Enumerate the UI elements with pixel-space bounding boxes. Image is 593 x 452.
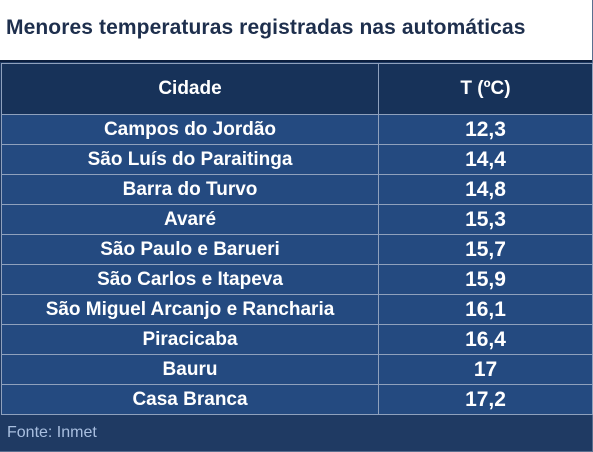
table-row: Bauru 17: [1, 354, 593, 385]
table-row: São Paulo e Barueri 15,7: [1, 234, 593, 265]
temperature-table: Cidade T (ºC) Campos do Jordão 12,3 São …: [1, 63, 593, 415]
table-row: São Luís do Paraitinga 14,4: [1, 144, 593, 175]
table-row: Barra do Turvo 14,8: [1, 174, 593, 205]
temperature-cell: 16,4: [378, 324, 593, 355]
city-cell: Piracicaba: [1, 324, 379, 355]
city-cell: São Miguel Arcanjo e Rancharia: [1, 294, 379, 325]
temperature-cell: 14,4: [378, 144, 593, 175]
column-header-city: Cidade: [1, 63, 379, 115]
city-cell: Bauru: [1, 354, 379, 385]
temperature-cell: 17: [378, 354, 593, 385]
city-cell: Barra do Turvo: [1, 174, 379, 205]
temperature-cell: 14,8: [378, 174, 593, 205]
city-cell: São Paulo e Barueri: [1, 234, 379, 265]
source-credit: Fonte: Inmet: [7, 424, 97, 441]
table-row: São Carlos e Itapeva 15,9: [1, 264, 593, 295]
city-cell: São Luís do Paraitinga: [1, 144, 379, 175]
city-cell: Avaré: [1, 204, 379, 235]
temperature-cell: 16,1: [378, 294, 593, 325]
table-row: São Miguel Arcanjo e Rancharia 16,1: [1, 294, 593, 325]
table-row: Avaré 15,3: [1, 204, 593, 235]
table-row: Casa Branca 17,2: [1, 384, 593, 415]
title-bar: Menores temperaturas registradas nas aut…: [0, 0, 592, 62]
table-row: Campos do Jordão 12,3: [1, 114, 593, 145]
temperature-cell: 15,3: [378, 204, 593, 235]
page-title: Menores temperaturas registradas nas aut…: [6, 16, 526, 39]
temperature-cell: 12,3: [378, 114, 593, 145]
temperature-cell: 17,2: [378, 384, 593, 415]
table-header-row: Cidade T (ºC): [1, 63, 593, 115]
temperature-cell: 15,9: [378, 264, 593, 295]
city-cell: São Carlos e Itapeva: [1, 264, 379, 295]
table-row: Piracicaba 16,4: [1, 324, 593, 355]
city-cell: Campos do Jordão: [1, 114, 379, 145]
temperature-cell: 15,7: [378, 234, 593, 265]
city-cell: Casa Branca: [1, 384, 379, 415]
column-header-temperature: T (ºC): [378, 63, 593, 115]
